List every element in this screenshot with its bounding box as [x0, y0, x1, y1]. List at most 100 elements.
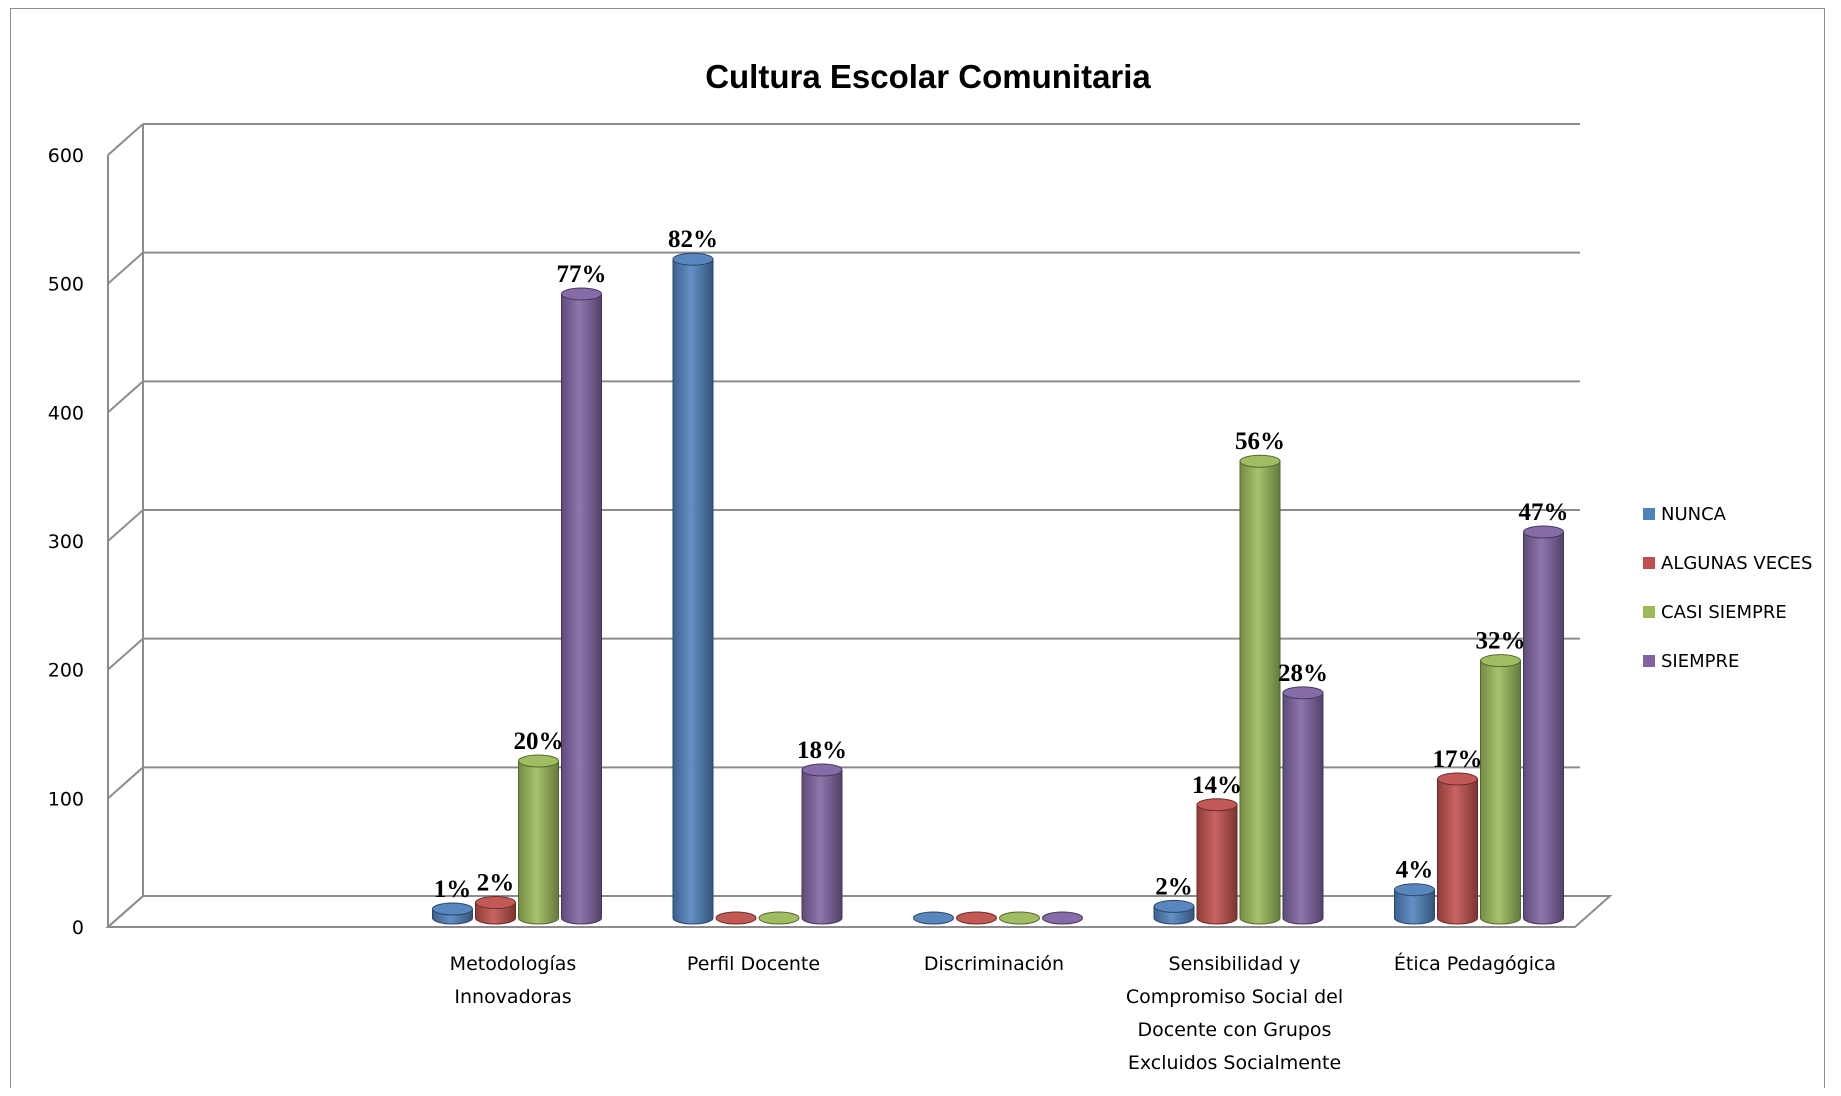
category-label: Discriminación [924, 953, 1064, 975]
bar [913, 911, 954, 925]
bar [432, 902, 473, 925]
bar-top [1480, 654, 1521, 668]
legend-label: ALGUNAS VECES [1661, 553, 1812, 574]
bar-body [1523, 531, 1564, 925]
chart-floor [105, 895, 1613, 928]
bar [1196, 798, 1238, 925]
bars [432, 252, 1564, 925]
data-label: 47% [1519, 499, 1569, 526]
data-label: 32% [1476, 628, 1526, 655]
category-label-line: Metodologías [450, 953, 577, 975]
bar [561, 287, 602, 925]
category-label-line: Discriminación [924, 953, 1064, 975]
bar-top [913, 911, 954, 925]
bar [1042, 911, 1083, 925]
legend-swatch [1643, 508, 1655, 520]
bar [475, 896, 516, 925]
category-label-line: Innovadoras [454, 986, 571, 1008]
data-label: 2% [1155, 873, 1193, 900]
category-label: Perfil Docente [687, 953, 820, 975]
data-label: 28% [1278, 660, 1328, 687]
bar-top [1282, 686, 1324, 700]
y-axis: 0 100 200 300 400 500 600 [48, 123, 144, 939]
bar-top [1239, 454, 1281, 468]
data-label: 2% [477, 870, 515, 897]
data-labels: 1% 2%20%77%82%18%2%14%56%28%4%17%32%47% [434, 226, 1569, 903]
bar [1282, 686, 1324, 925]
category-label-line: Excluidos Socialmente [1128, 1052, 1341, 1074]
bar [518, 754, 559, 925]
bar-body [801, 769, 843, 925]
bar [1480, 654, 1521, 925]
bar-top [432, 902, 473, 916]
legend-label: NUNCA [1661, 504, 1727, 525]
bar [1394, 883, 1435, 925]
bar-body [1437, 778, 1478, 925]
bar-top [1042, 911, 1083, 925]
gridline-side [107, 251, 144, 285]
category-label-line: Compromiso Social del [1126, 986, 1343, 1008]
bar-body [1239, 460, 1281, 925]
bar [758, 911, 800, 925]
gridline-side [107, 895, 144, 928]
bar-top [518, 754, 559, 768]
bar [1153, 899, 1195, 925]
data-label: 20% [514, 728, 564, 755]
y-tick-label: 0 [72, 917, 84, 939]
x-axis-labels: Metodologías Innovadoras Perfil Docente Dis… [450, 952, 1556, 1074]
bar-body [672, 258, 714, 925]
category-label: Metodologías Innovadoras [450, 953, 577, 1008]
bar-top [956, 911, 997, 925]
category-label: Ética Pedagógica [1394, 952, 1556, 975]
y-tick-label: 100 [48, 788, 84, 810]
category-label-line: Docente con Grupos [1138, 1019, 1332, 1041]
bar-top [758, 911, 800, 925]
gridline-side [107, 509, 144, 542]
legend: NUNCA ALGUNAS VECES CASI SIEMPRE SIEMPRE [1643, 504, 1812, 672]
legend-swatch [1643, 557, 1655, 569]
bar-top [561, 287, 602, 301]
y-tick-label: 600 [48, 145, 84, 167]
bar-body [518, 760, 559, 925]
bar-top [475, 896, 516, 910]
bar-top [801, 763, 843, 777]
category-label-line: Sensibilidad y [1169, 953, 1301, 975]
category-label-line: Perfil Docente [687, 953, 820, 975]
bar-body [1282, 692, 1324, 925]
bar-top [715, 911, 757, 925]
bar-top [999, 911, 1040, 925]
y-tick-label: 500 [48, 274, 84, 296]
legend-label: SIEMPRE [1661, 651, 1739, 672]
legend-label: CASI SIEMPRE [1661, 602, 1787, 623]
bar-body [1480, 660, 1521, 925]
gridline-side [107, 380, 144, 414]
bar [1239, 454, 1281, 925]
data-label: 14% [1192, 772, 1242, 799]
y-tick-label: 200 [48, 660, 84, 682]
bar [1523, 525, 1564, 925]
legend-swatch [1643, 655, 1655, 667]
data-label: 18% [797, 737, 847, 764]
bar-top [1196, 798, 1238, 812]
bar [801, 763, 843, 925]
bar-top [1437, 772, 1478, 786]
legend-swatch [1643, 606, 1655, 618]
bar-top [672, 252, 714, 266]
chart-title: Cultura Escolar Comunitaria [705, 58, 1151, 95]
data-label: 82% [668, 226, 718, 253]
y-tick-label: 300 [48, 531, 84, 553]
data-label: 56% [1235, 428, 1285, 455]
bar [956, 911, 997, 925]
gridline-side [107, 637, 144, 671]
bar-top [1153, 899, 1195, 913]
data-label: 17% [1433, 746, 1483, 773]
data-label: 77% [557, 261, 607, 288]
bar-body [1196, 804, 1238, 925]
bar [672, 252, 714, 925]
bar-top [1523, 525, 1564, 539]
gridline-side [107, 123, 144, 156]
gridline-side [107, 766, 144, 800]
chart-frame [10, 8, 1825, 1088]
category-label: Sensibilidad y Compromiso Social del Docen… [1126, 953, 1343, 1074]
